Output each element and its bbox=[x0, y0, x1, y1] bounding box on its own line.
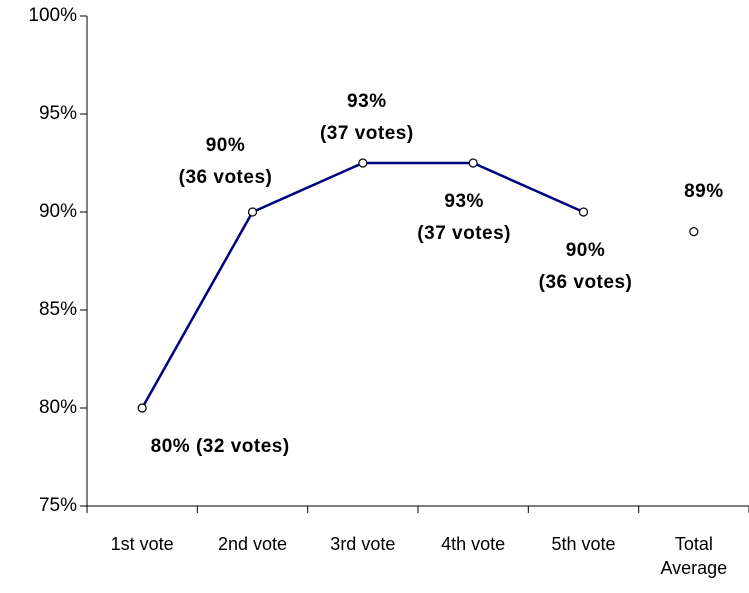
data-label: 89% bbox=[684, 180, 724, 202]
point bbox=[137, 403, 147, 413]
data-label: 93% (37 votes) bbox=[319, 91, 414, 144]
data-label: 80% (32 votes) bbox=[150, 436, 290, 457]
y-tick-label: 90% bbox=[39, 201, 77, 222]
y-tick-label: 75% bbox=[39, 495, 77, 516]
point bbox=[578, 207, 589, 217]
y-tick-label: 85% bbox=[39, 299, 77, 320]
x-tick-label: 3rd vote bbox=[330, 534, 396, 554]
x-tick-label: 4th vote bbox=[441, 534, 506, 554]
data-label: 90% (36 votes) bbox=[538, 240, 633, 293]
y-tick-label: 100% bbox=[28, 5, 77, 26]
x-tick-label: Total Average bbox=[660, 534, 728, 578]
point bbox=[468, 158, 478, 168]
y-tick-label: 95% bbox=[39, 103, 77, 124]
data-label: 90% (36 votes) bbox=[178, 135, 273, 188]
point bbox=[358, 158, 368, 168]
x-tick-label: 5th vote bbox=[551, 534, 616, 554]
data-label: 93% (37 votes) bbox=[417, 191, 512, 244]
point bbox=[689, 227, 699, 237]
x-tick-label: 2nd vote bbox=[217, 534, 288, 554]
line bbox=[141, 161, 585, 409]
x-tick-label: 1st vote bbox=[110, 534, 174, 554]
point bbox=[247, 207, 258, 217]
y-tick-label: 80% bbox=[39, 397, 77, 418]
